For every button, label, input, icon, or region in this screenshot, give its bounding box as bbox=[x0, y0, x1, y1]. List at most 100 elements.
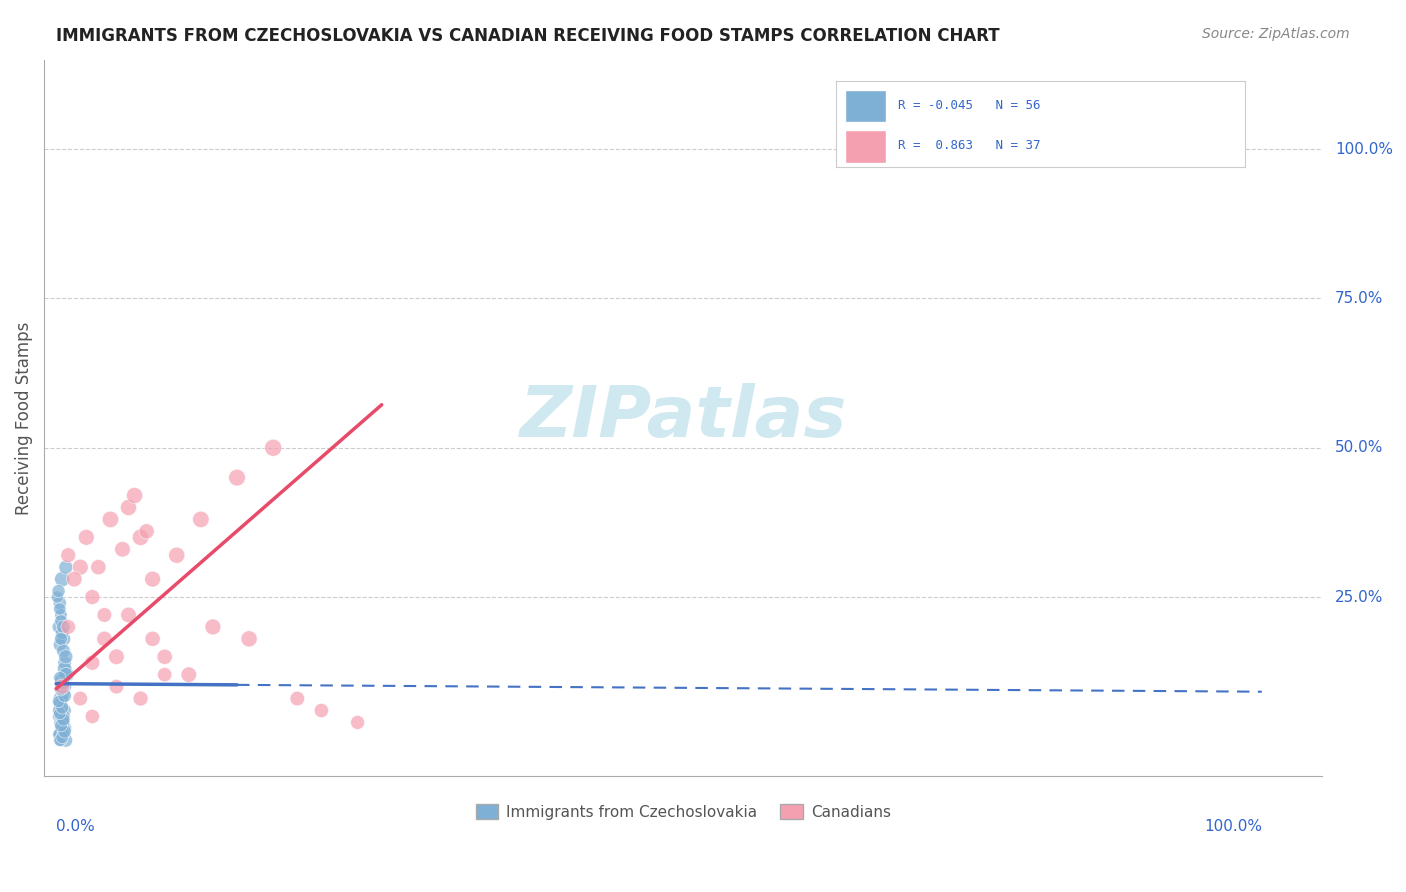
Point bbox=[311, 704, 333, 718]
Point bbox=[346, 715, 368, 730]
Point bbox=[190, 512, 212, 526]
Point bbox=[53, 722, 76, 736]
Point bbox=[93, 607, 115, 622]
Point bbox=[87, 560, 110, 574]
Point bbox=[53, 724, 76, 739]
Point bbox=[49, 722, 72, 736]
Point bbox=[117, 500, 139, 515]
Point bbox=[51, 680, 73, 694]
Point bbox=[51, 715, 73, 730]
Point bbox=[142, 572, 165, 586]
Point bbox=[52, 620, 75, 634]
Point bbox=[69, 560, 91, 574]
Point bbox=[129, 691, 152, 706]
Point bbox=[49, 733, 72, 747]
Point bbox=[93, 632, 115, 646]
Point bbox=[49, 718, 72, 732]
Point bbox=[49, 682, 72, 697]
Point bbox=[51, 722, 73, 736]
Point bbox=[58, 548, 80, 562]
Point bbox=[49, 614, 72, 628]
Point bbox=[49, 698, 72, 712]
Point bbox=[52, 644, 75, 658]
Point bbox=[49, 607, 72, 622]
Point bbox=[55, 667, 77, 681]
Point bbox=[48, 727, 70, 741]
Point bbox=[111, 542, 134, 557]
Text: IMMIGRANTS FROM CZECHOSLOVAKIA VS CANADIAN RECEIVING FOOD STAMPS CORRELATION CHA: IMMIGRANTS FROM CZECHOSLOVAKIA VS CANADI… bbox=[56, 27, 1000, 45]
Point bbox=[51, 572, 73, 586]
Text: 50.0%: 50.0% bbox=[1334, 441, 1384, 455]
Point bbox=[51, 731, 73, 745]
Point bbox=[53, 662, 76, 676]
Point bbox=[51, 691, 73, 706]
Point bbox=[177, 667, 200, 681]
Point bbox=[75, 530, 97, 544]
Point bbox=[52, 676, 75, 690]
Point bbox=[52, 715, 75, 730]
Legend: Immigrants from Czechoslovakia, Canadians: Immigrants from Czechoslovakia, Canadian… bbox=[470, 797, 897, 826]
Point bbox=[69, 691, 91, 706]
Point bbox=[51, 625, 73, 640]
Point bbox=[63, 572, 86, 586]
Point bbox=[58, 620, 80, 634]
Point bbox=[238, 632, 260, 646]
Point bbox=[49, 727, 72, 741]
Point bbox=[82, 590, 104, 604]
Point bbox=[48, 704, 70, 718]
Point bbox=[52, 709, 75, 723]
Point bbox=[49, 715, 72, 730]
Y-axis label: Receiving Food Stamps: Receiving Food Stamps bbox=[15, 321, 32, 515]
Text: Source: ZipAtlas.com: Source: ZipAtlas.com bbox=[1202, 27, 1350, 41]
Point bbox=[56, 667, 79, 681]
Point bbox=[153, 667, 176, 681]
Point bbox=[129, 530, 152, 544]
Point bbox=[49, 602, 72, 616]
Point bbox=[105, 680, 128, 694]
Point bbox=[52, 685, 75, 699]
Point bbox=[82, 656, 104, 670]
Point bbox=[53, 689, 76, 703]
Point bbox=[52, 713, 75, 727]
Point bbox=[55, 649, 77, 664]
Point bbox=[49, 698, 72, 712]
Point bbox=[55, 733, 77, 747]
Point bbox=[262, 441, 284, 455]
Point bbox=[52, 632, 75, 646]
Point bbox=[48, 694, 70, 708]
Point bbox=[53, 704, 76, 718]
Point bbox=[49, 691, 72, 706]
Point bbox=[53, 656, 76, 670]
Point bbox=[52, 727, 75, 741]
Point bbox=[49, 733, 72, 747]
Point bbox=[153, 649, 176, 664]
Point bbox=[201, 620, 224, 634]
Point bbox=[48, 620, 70, 634]
Point bbox=[226, 470, 249, 484]
Point bbox=[49, 596, 72, 610]
Point bbox=[285, 691, 308, 706]
Text: ZIPatlas: ZIPatlas bbox=[519, 384, 846, 452]
Point bbox=[55, 560, 77, 574]
Point bbox=[117, 607, 139, 622]
Point bbox=[49, 632, 72, 646]
Text: 100.0%: 100.0% bbox=[1204, 819, 1261, 834]
Text: 0.0%: 0.0% bbox=[56, 819, 96, 834]
Point bbox=[142, 632, 165, 646]
Point bbox=[51, 673, 73, 688]
Point bbox=[49, 706, 72, 721]
Point bbox=[48, 709, 70, 723]
Point bbox=[46, 590, 69, 604]
Point bbox=[53, 680, 76, 694]
Point bbox=[48, 584, 70, 599]
Point bbox=[100, 512, 122, 526]
Point bbox=[135, 524, 157, 539]
Text: 25.0%: 25.0% bbox=[1334, 590, 1384, 605]
Point bbox=[49, 709, 72, 723]
Text: 100.0%: 100.0% bbox=[1334, 142, 1393, 157]
Point bbox=[49, 638, 72, 652]
Point bbox=[105, 649, 128, 664]
Point bbox=[49, 671, 72, 685]
Point bbox=[51, 700, 73, 714]
Point bbox=[51, 704, 73, 718]
